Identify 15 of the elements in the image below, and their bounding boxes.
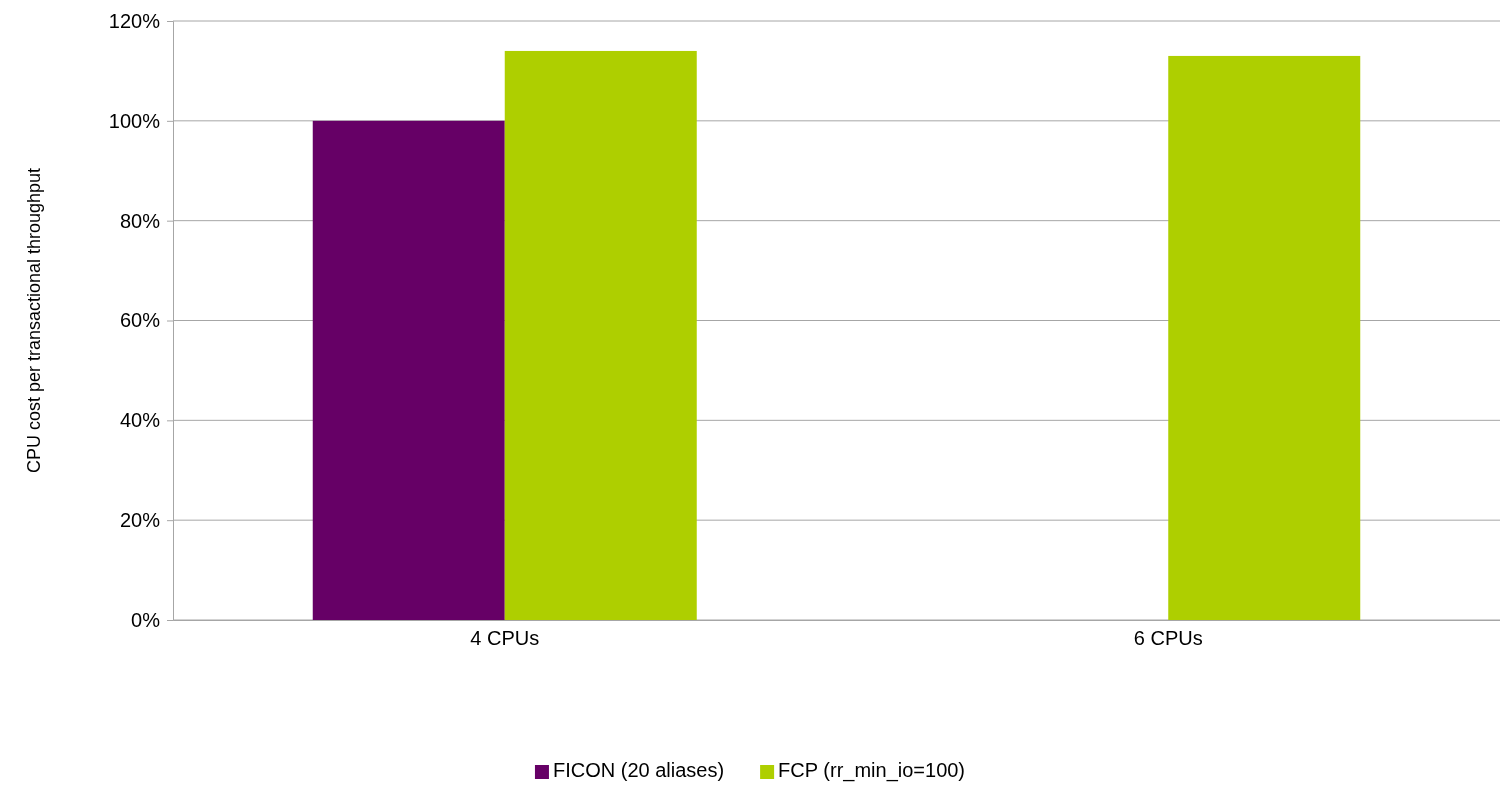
bar bbox=[504, 50, 697, 620]
y-tick-label: 0% bbox=[131, 608, 161, 631]
bar bbox=[1168, 55, 1361, 620]
x-tick-label: 4 CPUs bbox=[470, 627, 540, 649]
legend-label: FCP (rr_min_io=100) bbox=[778, 759, 966, 782]
legend-label: FICON (20 aliases) bbox=[552, 759, 725, 781]
y-tick-label: 80% bbox=[119, 209, 161, 232]
y-tick-label: 40% bbox=[119, 409, 161, 432]
y-tick-label: 20% bbox=[119, 509, 161, 532]
y-axis-title: CPU cost per transactional throughput bbox=[24, 167, 44, 474]
y-tick-label: 100% bbox=[108, 109, 161, 132]
bar bbox=[312, 120, 505, 620]
y-tick-label: 120% bbox=[108, 9, 161, 32]
y-tick-label: 60% bbox=[119, 309, 161, 332]
x-tick-label: 6 CPUs bbox=[1133, 627, 1203, 649]
